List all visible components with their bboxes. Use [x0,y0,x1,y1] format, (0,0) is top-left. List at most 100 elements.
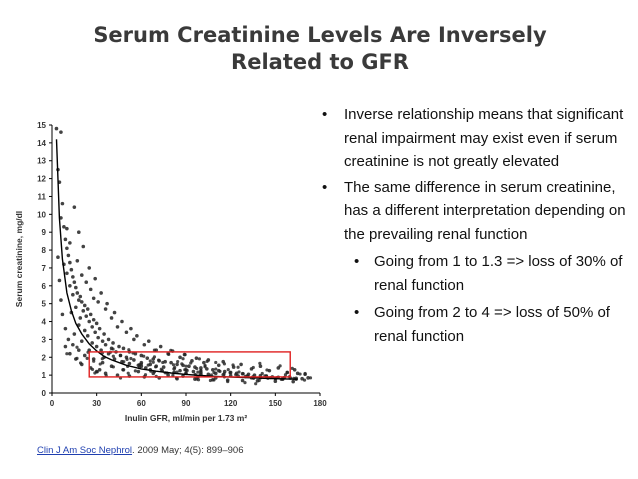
data-point [199,368,203,372]
data-point [202,360,206,365]
citation-details: . 2009 May; 4(5): 899–906 [132,445,244,456]
data-point [191,369,196,374]
citation-link[interactable]: Clin J Am Soc Nephrol [37,445,133,456]
bullet-item: • The same difference in serum creatinine… [322,176,634,247]
data-point [98,362,102,366]
data-point [127,348,131,352]
data-point [85,334,90,338]
data-point [257,378,261,383]
data-point [93,276,97,281]
data-point [66,253,71,258]
y-tick-label: 10 [37,210,46,219]
y-tick-label: 5 [42,300,47,309]
data-point [74,305,78,310]
data-point [142,354,146,358]
data-point [65,271,69,276]
data-point [57,278,62,283]
data-point [84,314,89,318]
x-tick-label: 0 [50,399,55,408]
data-point [111,347,115,351]
bullet-dot: • [354,304,360,321]
data-point [59,130,63,134]
data-point [105,301,109,306]
data-point [121,346,126,351]
data-point [77,298,81,302]
data-point [91,317,96,322]
data-point [258,361,262,365]
data-point [308,376,313,380]
data-point [75,258,80,263]
data-point [74,285,78,290]
bullet-dot: • [322,106,328,123]
data-point [152,355,157,359]
x-axis-label: Inulin GFR, ml/min per 1.73 m² [125,413,247,423]
data-point [88,312,93,317]
data-point [60,201,65,206]
y-tick-label: 4 [42,318,47,327]
data-point [197,357,202,361]
data-point [171,363,176,367]
data-point [212,378,216,382]
data-point [240,378,245,383]
data-point [137,362,142,367]
data-point [82,328,87,333]
data-point [68,241,72,245]
data-point [120,319,124,324]
bullet-item: • Going from 2 to 4 => loss of 50% of ren… [322,301,634,348]
y-tick-label: 6 [42,282,47,291]
data-point [77,348,81,352]
data-point [71,275,75,279]
data-point [81,309,86,313]
bullet-text: Going from 2 to 4 => loss of 50% of rena… [374,304,610,345]
data-point [159,367,163,371]
data-point [75,345,79,349]
fit-curve [55,139,298,380]
data-point [265,368,269,372]
data-point [211,367,215,372]
data-point [78,361,83,365]
data-point [77,230,81,234]
data-point [54,126,59,131]
slide-title-line-1: Serum Creatinine Levels Are Inversely [93,23,547,47]
data-point [173,365,177,370]
data-point [195,366,199,371]
data-point [56,255,60,260]
data-point [111,354,115,358]
data-point [161,365,166,369]
data-point [143,373,148,377]
data-point [91,296,96,301]
slide-title: Serum Creatinine Levels Are Inversely Re… [20,22,620,76]
data-point [196,370,200,374]
data-point [178,355,182,360]
data-point [121,368,125,372]
x-tick-label: 60 [137,399,146,408]
y-tick-label: 7 [42,264,47,273]
x-tick-label: 90 [182,399,191,408]
data-point [161,360,165,365]
data-point [90,325,94,329]
data-point [214,367,218,371]
y-axis-label: Serum creatinine, mg/dl [14,211,24,307]
data-point [237,370,241,374]
data-point [258,364,263,368]
data-point [78,316,83,320]
y-tick-label: 2 [42,353,47,362]
data-point [79,273,84,277]
highlight-box [88,351,291,378]
data-point [63,344,68,349]
data-point [115,325,120,329]
data-point [68,260,72,265]
data-point [184,364,188,368]
data-point [94,344,99,349]
data-point [62,225,66,229]
x-tick-label: 150 [269,399,283,408]
data-point [205,359,209,363]
data-point [187,364,191,368]
bullet-dot: • [354,253,360,270]
data-point [145,356,150,360]
data-point [93,330,97,335]
bullet-item: • Going from 1 to 1.3 => loss of 30% of r… [322,250,634,297]
data-point [72,332,77,336]
data-point [65,226,69,231]
